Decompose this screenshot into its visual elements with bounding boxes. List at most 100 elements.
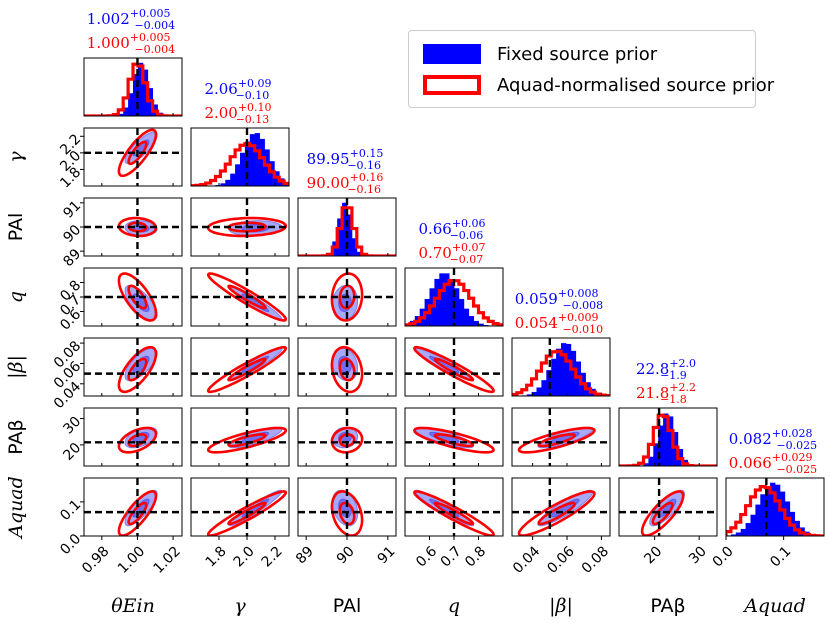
title-aquad-beta: 0.054+0.009 −0.010 [515,311,603,336]
hist-bar-fixed [123,107,129,116]
contour-panel-PA_beta-vs-gamma [206,426,288,454]
title-aquad-plus: +0.005 [130,31,171,44]
title-fixed-q: 0.66+0.06 −0.06 [418,217,485,242]
hist-bar-fixed [458,298,465,326]
hist-bar-fixed [672,431,679,466]
panel-frame-gamma [190,127,290,187]
hist-bar-fixed [128,93,134,116]
title-fixed-minus: −0.008 [562,299,603,312]
contour-aquad-2sigma [413,490,495,536]
hist-outline-aquad [726,485,824,536]
panel-frame-beta [511,337,611,397]
x-tick-label-theta_E: 1.02 [150,543,183,576]
title-fixed-plus: +2.0 [669,357,696,370]
contour-aquad-1sigma [227,357,267,382]
hist-bar-fixed [745,523,751,536]
contour-aquad-1sigma [227,284,267,310]
y-tick-label-A_quad: 0.0 [57,531,84,558]
contour-panel-PA_beta-vs-PA_l [330,426,364,454]
title-fixed-minus: −1.9 [660,369,687,382]
contour-aquad-2sigma [117,272,158,322]
x-tick-label-beta: 0.04 [510,543,543,576]
hist-bar-fixed [526,394,532,396]
hist-bar-fixed [575,361,581,396]
contour-panel-gamma-vs-theta_E [117,128,158,178]
hist-bar-fixed [473,320,479,326]
contour-aquad-2sigma [330,272,364,322]
title-aquad-q: 0.70+0.07 −0.07 [418,241,485,266]
x-tick-label-PA_beta: 30 [686,543,710,567]
hist-bar-fixed [351,238,358,256]
hist-bar-fixed [133,74,139,116]
panel-frame [190,407,290,467]
title-fixed-PA_l: 89.95+0.15 −0.16 [307,147,384,172]
title-aquad-plus: +0.009 [558,311,599,324]
panel-frame [190,477,290,537]
hist-bar-fixed [556,348,562,396]
title-fixed-minus: −0.06 [450,229,484,242]
hist-bar-fixed [215,184,221,186]
contour-aquad-1sigma [227,433,267,448]
title-fixed-gamma: 2.06+0.09 −0.10 [204,77,271,102]
y-tick-label-PA_beta: 30 [60,414,84,438]
x-tick-label-PA_l: 90 [334,543,358,567]
histogram-gamma [191,133,289,186]
title-aquad-PA_l: 90.00+0.16 −0.16 [307,171,384,196]
hist-bar-fixed [230,173,236,186]
hist-bar-fixed [444,273,450,326]
hist-bar-fixed [750,514,756,536]
hist-bar-fixed [658,425,664,466]
hist-bar-fixed [531,391,537,396]
contour-aquad-1sigma [127,284,148,310]
title-aquad-plus: +0.029 [772,451,813,464]
y-axis-label-q: q [5,291,27,303]
title-aquad-A_quad: 0.066+0.029 −0.025 [729,451,817,476]
x-axis-label-PA_beta: PAβ [650,595,685,617]
x-tick-label-beta: 0.08 [579,543,612,576]
hist-bar-fixed [356,251,363,256]
title-fixed-plus: +0.008 [558,287,599,300]
contour-aquad-1sigma [127,140,148,166]
hist-bar-fixed [730,534,737,536]
x-tick-label-gamma: 2.2 [259,543,286,570]
legend-label-fixed: Fixed source prior [497,43,658,65]
hist-bar-fixed [454,288,460,326]
panel-frame [511,407,611,467]
hist-bar-fixed [765,486,771,536]
contour-aquad-1sigma [433,501,475,526]
contour-aquad-1sigma [338,433,356,448]
hist-outline-aquad [512,349,610,396]
contour-aquad-2sigma [330,345,364,394]
panel-frame [83,337,183,397]
hist-bar-fixed [755,504,761,536]
title-fixed-plus: +0.028 [772,427,813,440]
x-tick-label-A_quad: 0.1 [767,543,794,570]
title-aquad-minus: −0.025 [776,463,817,476]
contour-aquad-1sigma [127,357,148,382]
hist-bar-fixed [347,214,353,256]
panel-frame [190,197,290,257]
title-fixed-PA_beta: 22.8+2.0 −1.9 [636,357,696,382]
title-fixed-plus: +0.09 [238,77,272,90]
hist-bar-fixed [137,62,144,116]
contour-aquad-1sigma [338,284,356,310]
hist-bar-fixed [254,133,260,186]
contour-aquad-1sigma [537,501,577,526]
title-aquad-plus: +0.10 [238,101,272,114]
title-aquad-plus: +0.07 [452,241,486,254]
hist-bar-fixed [775,484,781,536]
hist-bar-fixed [668,416,674,466]
contour-panel-beta-vs-gamma [206,345,288,394]
x-tick-label-PA_beta: 20 [641,543,665,567]
x-tick-label-theta_E: 0.98 [79,543,112,576]
hist-bar-fixed [478,323,484,326]
legend-swatch-fixed [423,44,481,64]
panel-frame [190,337,290,397]
x-tick-label-q: 0.6 [413,543,440,570]
y-axis-label-PA_beta: PAβ [5,419,27,454]
x-axis-label-beta: |β| [549,595,573,617]
hist-bar-fixed [439,273,445,326]
contour-panel-PA_beta-vs-beta [517,426,596,454]
legend-swatch-aquad [423,75,481,95]
contour-panel-A_quad-vs-PA_l [330,489,364,536]
